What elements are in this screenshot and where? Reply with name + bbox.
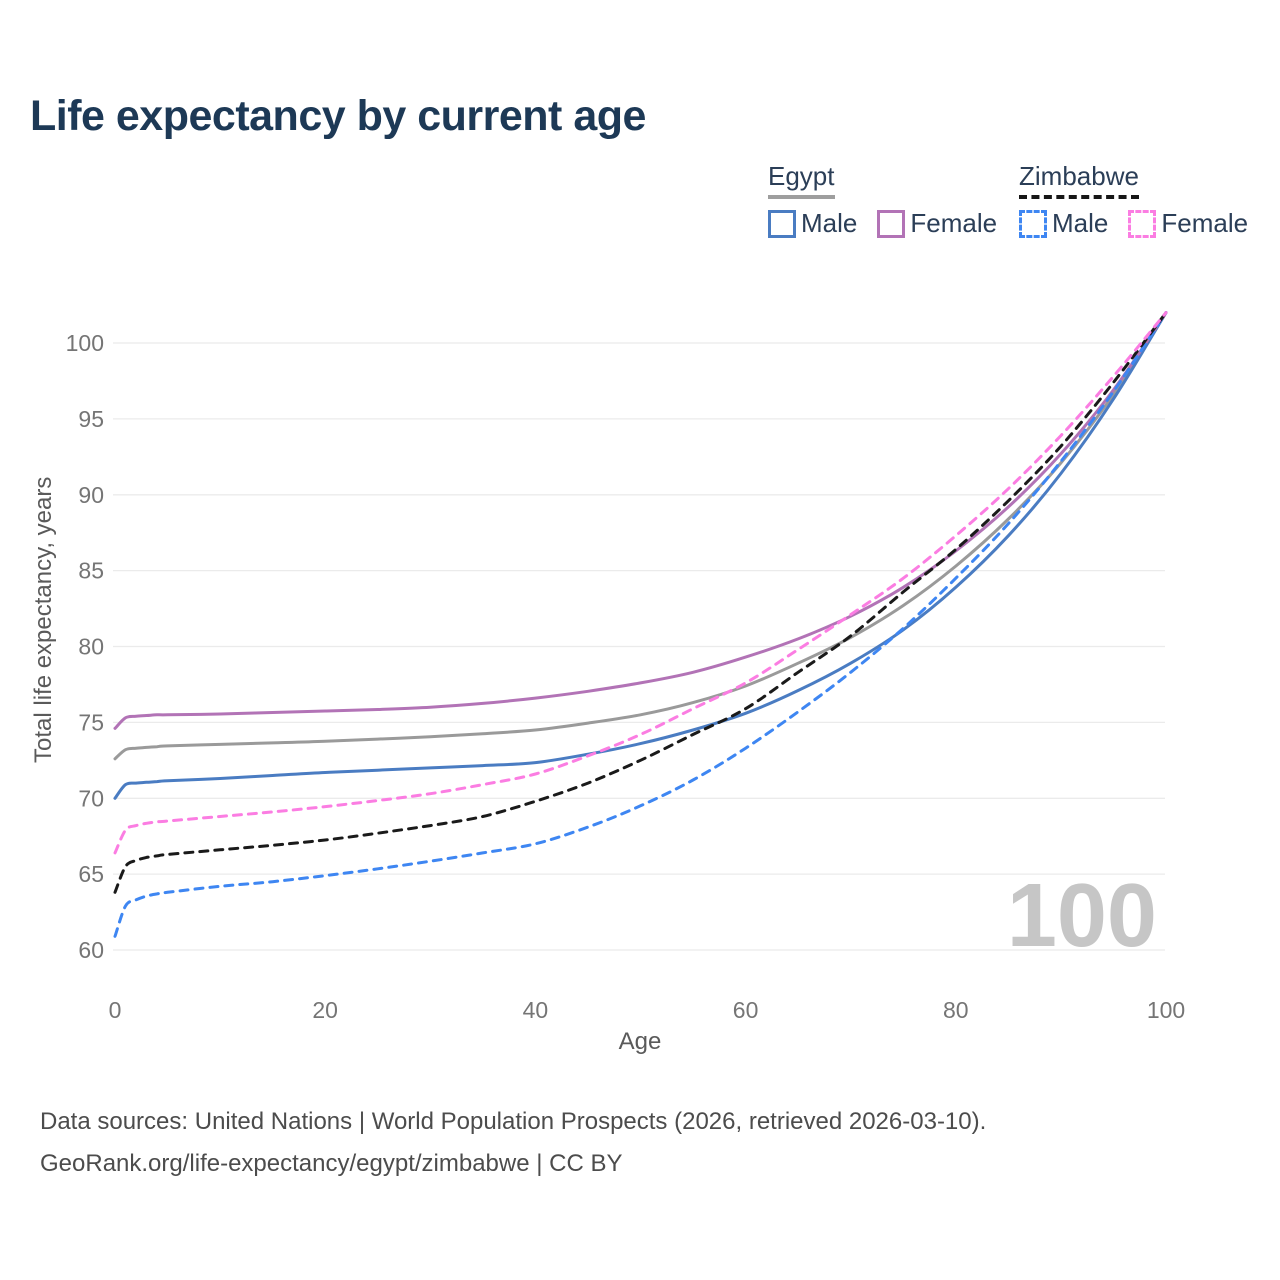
legend-label-egypt-male: Male [801,208,858,238]
svg-text:85: 85 [78,558,104,584]
legend-country-egypt[interactable]: Egypt [768,161,835,199]
svg-text:40: 40 [523,997,549,1023]
series-line-zimbabwe-female[interactable] [113,311,1168,855]
legend-country-zimbabwe[interactable]: Zimbabwe [1019,161,1139,199]
legend-item-zimbabwe-male[interactable]: Male [1019,208,1108,239]
data-sources-text: Data sources: United Nations | World Pop… [40,1108,987,1135]
attribution-text: GeoRank.org/life-expectancy/egypt/zimbab… [40,1150,623,1177]
svg-text:70: 70 [78,785,104,811]
svg-text:60: 60 [78,937,104,963]
svg-text:0: 0 [109,997,122,1023]
svg-text:65: 65 [78,861,104,887]
legend-label-zimbabwe-male: Male [1052,208,1109,238]
series-line-zimbabwe-both-sexes[interactable] [113,311,1168,894]
legend-item-egypt-male[interactable]: Male [768,208,857,239]
zimbabwe-female-swatch-icon [1128,209,1157,238]
legend-label-egypt-female: Female [910,208,998,238]
series-line-egypt-both-sexes[interactable] [113,311,1168,761]
series-line-egypt-male[interactable] [113,311,1168,800]
series-lines [113,311,1168,938]
svg-text:80: 80 [943,997,969,1023]
legend-group-zimbabwe: Zimbabwe Male Female [1019,161,1248,239]
x-axis-tick-labels: 0 20 40 60 80 100 [109,997,1186,1023]
svg-text:90: 90 [78,482,104,508]
svg-text:100: 100 [1147,997,1185,1023]
legend-group-egypt: Egypt Male Female [768,161,997,239]
y-axis-tick-labels: 60 65 70 75 80 85 90 95 100 [66,330,104,963]
svg-text:80: 80 [78,634,104,660]
legend-item-zimbabwe-female[interactable]: Female [1128,208,1248,239]
egypt-male-swatch-icon [768,209,796,238]
egypt-female-swatch-icon [877,209,906,238]
svg-text:75: 75 [78,709,104,735]
x-axis-title: Age [619,1028,662,1055]
zimbabwe-male-swatch-icon [1019,209,1047,238]
current-age-watermark: 100 [1007,866,1157,966]
svg-text:20: 20 [312,997,338,1023]
svg-text:100: 100 [66,330,104,356]
legend-label-zimbabwe-female: Female [1161,208,1249,238]
svg-text:95: 95 [78,406,104,432]
series-line-zimbabwe-male[interactable] [113,311,1168,938]
series-line-egypt-female[interactable] [113,311,1168,730]
legend-item-egypt-female[interactable]: Female [877,208,997,239]
page-title: Life expectancy by current age [30,92,646,140]
svg-text:60: 60 [733,997,759,1023]
gridlines [113,342,1165,951]
